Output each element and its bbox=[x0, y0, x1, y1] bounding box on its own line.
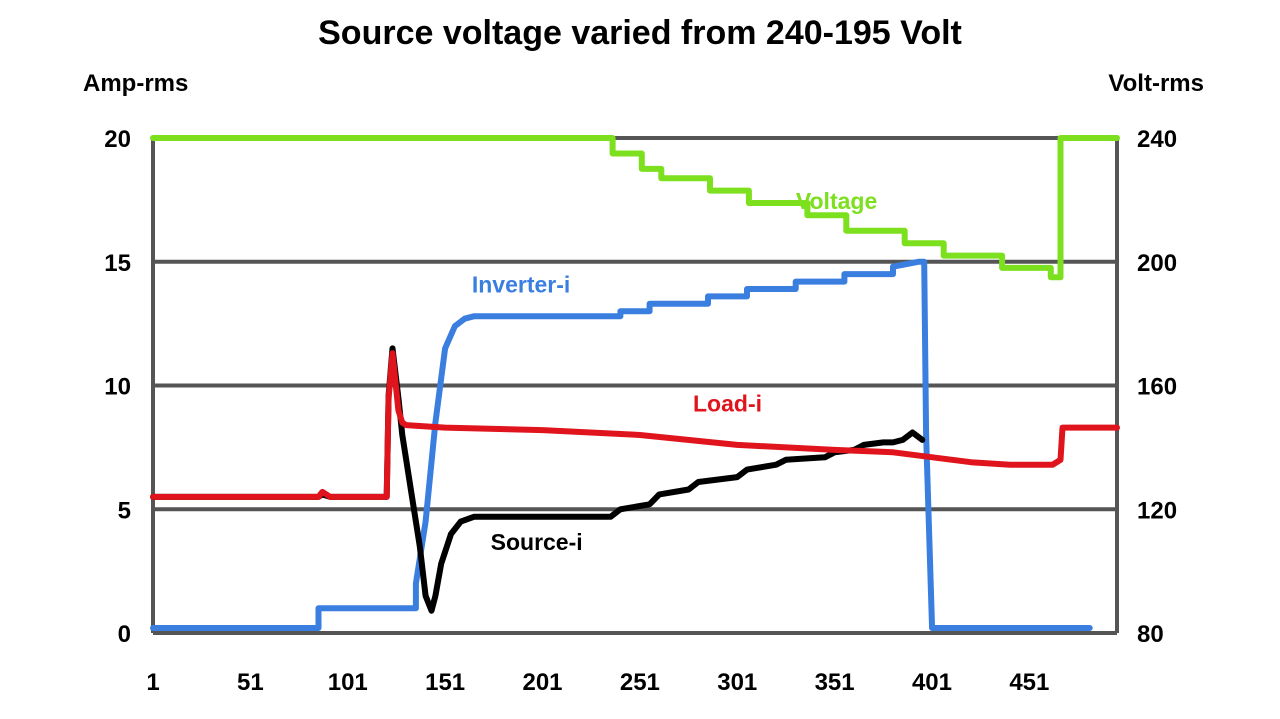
y-tick-label-right: 80 bbox=[1137, 621, 1164, 648]
x-tick-label: 451 bbox=[1009, 669, 1049, 696]
x-tick-label: 151 bbox=[425, 669, 465, 696]
x-tick-label: 251 bbox=[620, 669, 660, 696]
right-axis-unit-label: Volt-rms bbox=[1108, 70, 1204, 97]
series-line-inverter-i bbox=[150, 258, 1093, 631]
y-tick-label-left: 10 bbox=[104, 374, 131, 401]
series-label-voltage: Voltage bbox=[796, 188, 877, 214]
y-tick-label-left: 5 bbox=[118, 497, 131, 524]
series-label-load-i: Load-i bbox=[693, 390, 762, 416]
y-tick-label-left: 15 bbox=[104, 250, 131, 277]
y-tick-label-left: 20 bbox=[104, 126, 131, 153]
y-tick-label-right: 120 bbox=[1137, 497, 1177, 524]
chart-title: Source voltage varied from 240-195 Volt bbox=[318, 14, 962, 52]
y-tick-label-left: 0 bbox=[118, 621, 131, 648]
y-tick-label-right: 240 bbox=[1137, 126, 1177, 153]
x-tick-label: 1 bbox=[146, 669, 159, 696]
series-label-source-i: Source-i bbox=[491, 529, 583, 555]
x-tick-label: 351 bbox=[815, 669, 855, 696]
series-line-voltage bbox=[150, 135, 1120, 281]
y-tick-label-right: 200 bbox=[1137, 250, 1177, 277]
series-line-source-i bbox=[150, 345, 926, 614]
x-tick-label: 101 bbox=[328, 669, 368, 696]
x-tick-label: 401 bbox=[912, 669, 952, 696]
series-line-load-i bbox=[150, 350, 1120, 500]
x-tick-label: 51 bbox=[237, 669, 264, 696]
y-tick-label-right: 160 bbox=[1137, 374, 1177, 401]
x-tick-label: 201 bbox=[522, 669, 562, 696]
series-label-inverter-i: Inverter-i bbox=[472, 272, 570, 298]
x-tick-label: 301 bbox=[717, 669, 757, 696]
left-axis-unit-label: Amp-rms bbox=[83, 70, 189, 97]
